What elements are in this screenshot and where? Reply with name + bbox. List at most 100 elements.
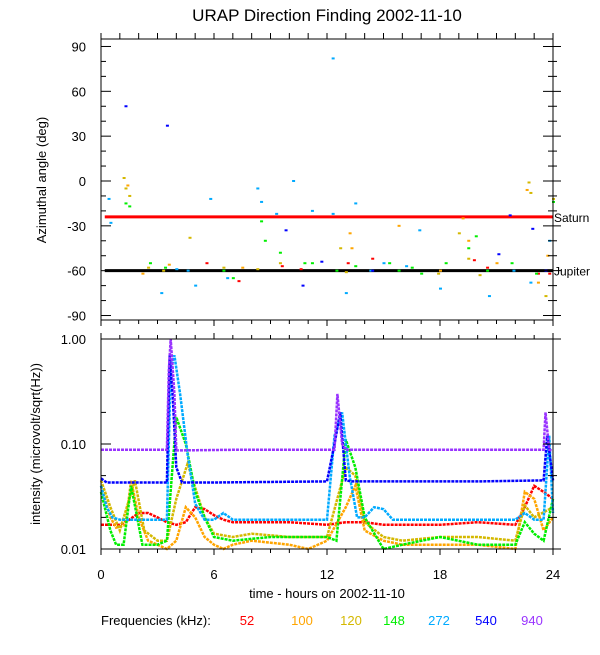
azimuth-plot-frame [100,38,554,321]
scatter-point-120 [147,266,151,269]
legend-title: Frequencies (kHz): [101,613,211,628]
reference-label-saturn: Saturn [554,211,589,225]
scatter-point-272 [107,197,111,200]
scatter-point-100 [546,254,550,257]
azimuth-panel: 90 60 30 0 -30 -60 -90 Saturn Jupiter Azimuthal … [34,33,590,339]
scatter-point-272 [405,265,409,268]
scatter-point-148 [410,266,414,269]
scatter-point-52 [205,262,209,265]
scatter-point-100 [348,232,352,235]
scatter-point-148 [222,269,226,272]
scatter-point-120 [124,187,128,190]
scatter-point-272 [256,187,260,190]
scatter-point-540 [508,214,512,217]
scatter-point-272 [439,287,442,290]
scatter-point-272 [209,197,213,200]
reference-label-jupiter: Jupiter [554,265,590,279]
y-tick-label: 0.10 [61,437,86,452]
scatter-point-148 [310,262,314,265]
scatter-point-100 [397,224,401,227]
scatter-point-120 [344,271,348,274]
scatter-point-100 [467,239,471,242]
x-tick-label: 12 [320,567,334,582]
scatter-point-120 [122,177,126,180]
scatter-point-120 [278,262,282,265]
scatter-point-540 [165,124,169,127]
scatter-point-148 [467,247,471,250]
scatter-point-100 [350,247,354,250]
scatter-point-120 [128,194,132,197]
scatter-point-272 [344,292,348,295]
legend-item-272: 272 [428,613,450,628]
scatter-point-148 [263,239,267,242]
scatter-point-148 [388,262,392,265]
scatter-point-100 [461,217,465,220]
y-tick-label: -30 [67,219,86,234]
scatter-point-148 [124,202,128,205]
scatter-point-540 [371,269,375,272]
scatter-point-100 [167,263,171,266]
scatter-point-148 [397,269,401,272]
y-tick-label: -90 [67,309,86,324]
scatter-point-272 [331,212,335,215]
scatter-point-272 [109,221,113,224]
scatter-point-120 [437,272,441,275]
scatter-point-120 [222,266,226,269]
scatter-point-148 [278,251,282,254]
scatter-point-272 [331,57,335,60]
scatter-point-100 [536,281,540,284]
scatter-point-148 [510,262,514,265]
scatter-point-148 [535,272,539,275]
scatter-point-148 [444,262,448,265]
frequency-legend: Frequencies (kHz): 52 100 120 148 272 540 940 [101,613,543,628]
x-tick-label: 0 [97,567,104,582]
scatter-point-272 [529,281,533,284]
azimuth-y-axis-label: Azimuthal angle (deg) [34,117,49,243]
scatter-point-52 [299,268,303,271]
scatter-point-148 [474,235,478,238]
scatter-point-100 [495,262,499,265]
scatter-point-272 [382,262,386,265]
y-tick-label: 0.01 [61,542,86,557]
x-axis-label: time - hours on 2002-11-10 [249,586,405,601]
intensity-panel: 1.00 0.10 0.01 0 6 12 18 24 intensity (microvol… [28,332,561,601]
scatter-point-272 [354,202,358,205]
scatter-point-148 [260,220,264,223]
y-tick-label: -60 [67,264,86,279]
scatter-point-540 [531,227,535,230]
scatter-point-120 [527,181,531,184]
scatter-point-272 [369,269,373,272]
x-tick-label: 18 [433,567,447,582]
intensity-series-272 [99,355,555,521]
scatter-point-100 [439,269,442,272]
scatter-point-100 [525,188,529,191]
scatter-point-52 [237,280,241,283]
scatter-point-148 [148,262,152,265]
scatter-point-540 [124,105,128,108]
scatter-point-148 [303,262,307,265]
scatter-point-272 [260,200,264,203]
scatter-point-148 [420,272,424,275]
scatter-point-52 [548,272,552,275]
scatter-point-148 [354,265,358,268]
y-tick-label: 30 [72,129,86,144]
scatter-point-272 [175,268,179,271]
intensity-series-540 [100,355,555,484]
legend-item-940: 940 [521,613,543,628]
scatter-point-540 [301,284,305,287]
intensity-series-52 [101,483,554,527]
scatter-point-120 [339,247,343,250]
scatter-point-272 [418,229,422,232]
y-tick-label: 90 [72,39,86,54]
scatter-point-52 [486,266,490,269]
legend-item-540: 540 [475,613,497,628]
legend-item-120: 120 [340,613,362,628]
scatter-point-540 [320,260,324,263]
scatter-point-272 [160,292,164,295]
scatter-point-272 [275,212,279,215]
y-tick-label: 60 [72,84,86,99]
scatter-point-52 [346,262,350,265]
scatter-point-148 [164,266,168,269]
y-tick-label: 0 [79,174,86,189]
